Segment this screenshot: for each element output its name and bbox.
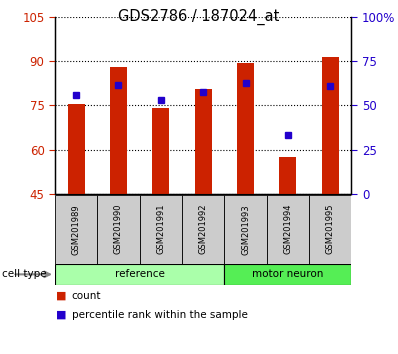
Bar: [110, 67, 127, 194]
Bar: [279, 157, 297, 194]
Bar: [68, 104, 85, 194]
Text: GSM201995: GSM201995: [326, 204, 335, 255]
Bar: [140, 195, 182, 264]
Bar: [195, 89, 212, 194]
Text: GSM201990: GSM201990: [114, 204, 123, 255]
Text: reference: reference: [115, 269, 165, 279]
Bar: [267, 195, 309, 264]
Text: GSM201994: GSM201994: [283, 204, 293, 255]
Bar: [55, 264, 224, 285]
Text: ■: ■: [56, 291, 66, 301]
Text: percentile rank within the sample: percentile rank within the sample: [72, 310, 248, 320]
Text: ■: ■: [56, 310, 66, 320]
Bar: [97, 195, 140, 264]
Bar: [322, 57, 339, 194]
Bar: [55, 195, 97, 264]
Bar: [224, 264, 351, 285]
Text: GSM201993: GSM201993: [241, 204, 250, 255]
Text: motor neuron: motor neuron: [252, 269, 324, 279]
Bar: [224, 195, 267, 264]
Text: cell type: cell type: [2, 269, 47, 279]
Text: GSM201991: GSM201991: [156, 204, 165, 255]
Bar: [237, 63, 254, 194]
Text: count: count: [72, 291, 101, 301]
Bar: [182, 195, 224, 264]
Bar: [152, 108, 169, 194]
Text: GSM201989: GSM201989: [72, 204, 81, 255]
Text: GDS2786 / 187024_at: GDS2786 / 187024_at: [118, 9, 280, 25]
Bar: [309, 195, 351, 264]
Text: GSM201992: GSM201992: [199, 204, 208, 255]
